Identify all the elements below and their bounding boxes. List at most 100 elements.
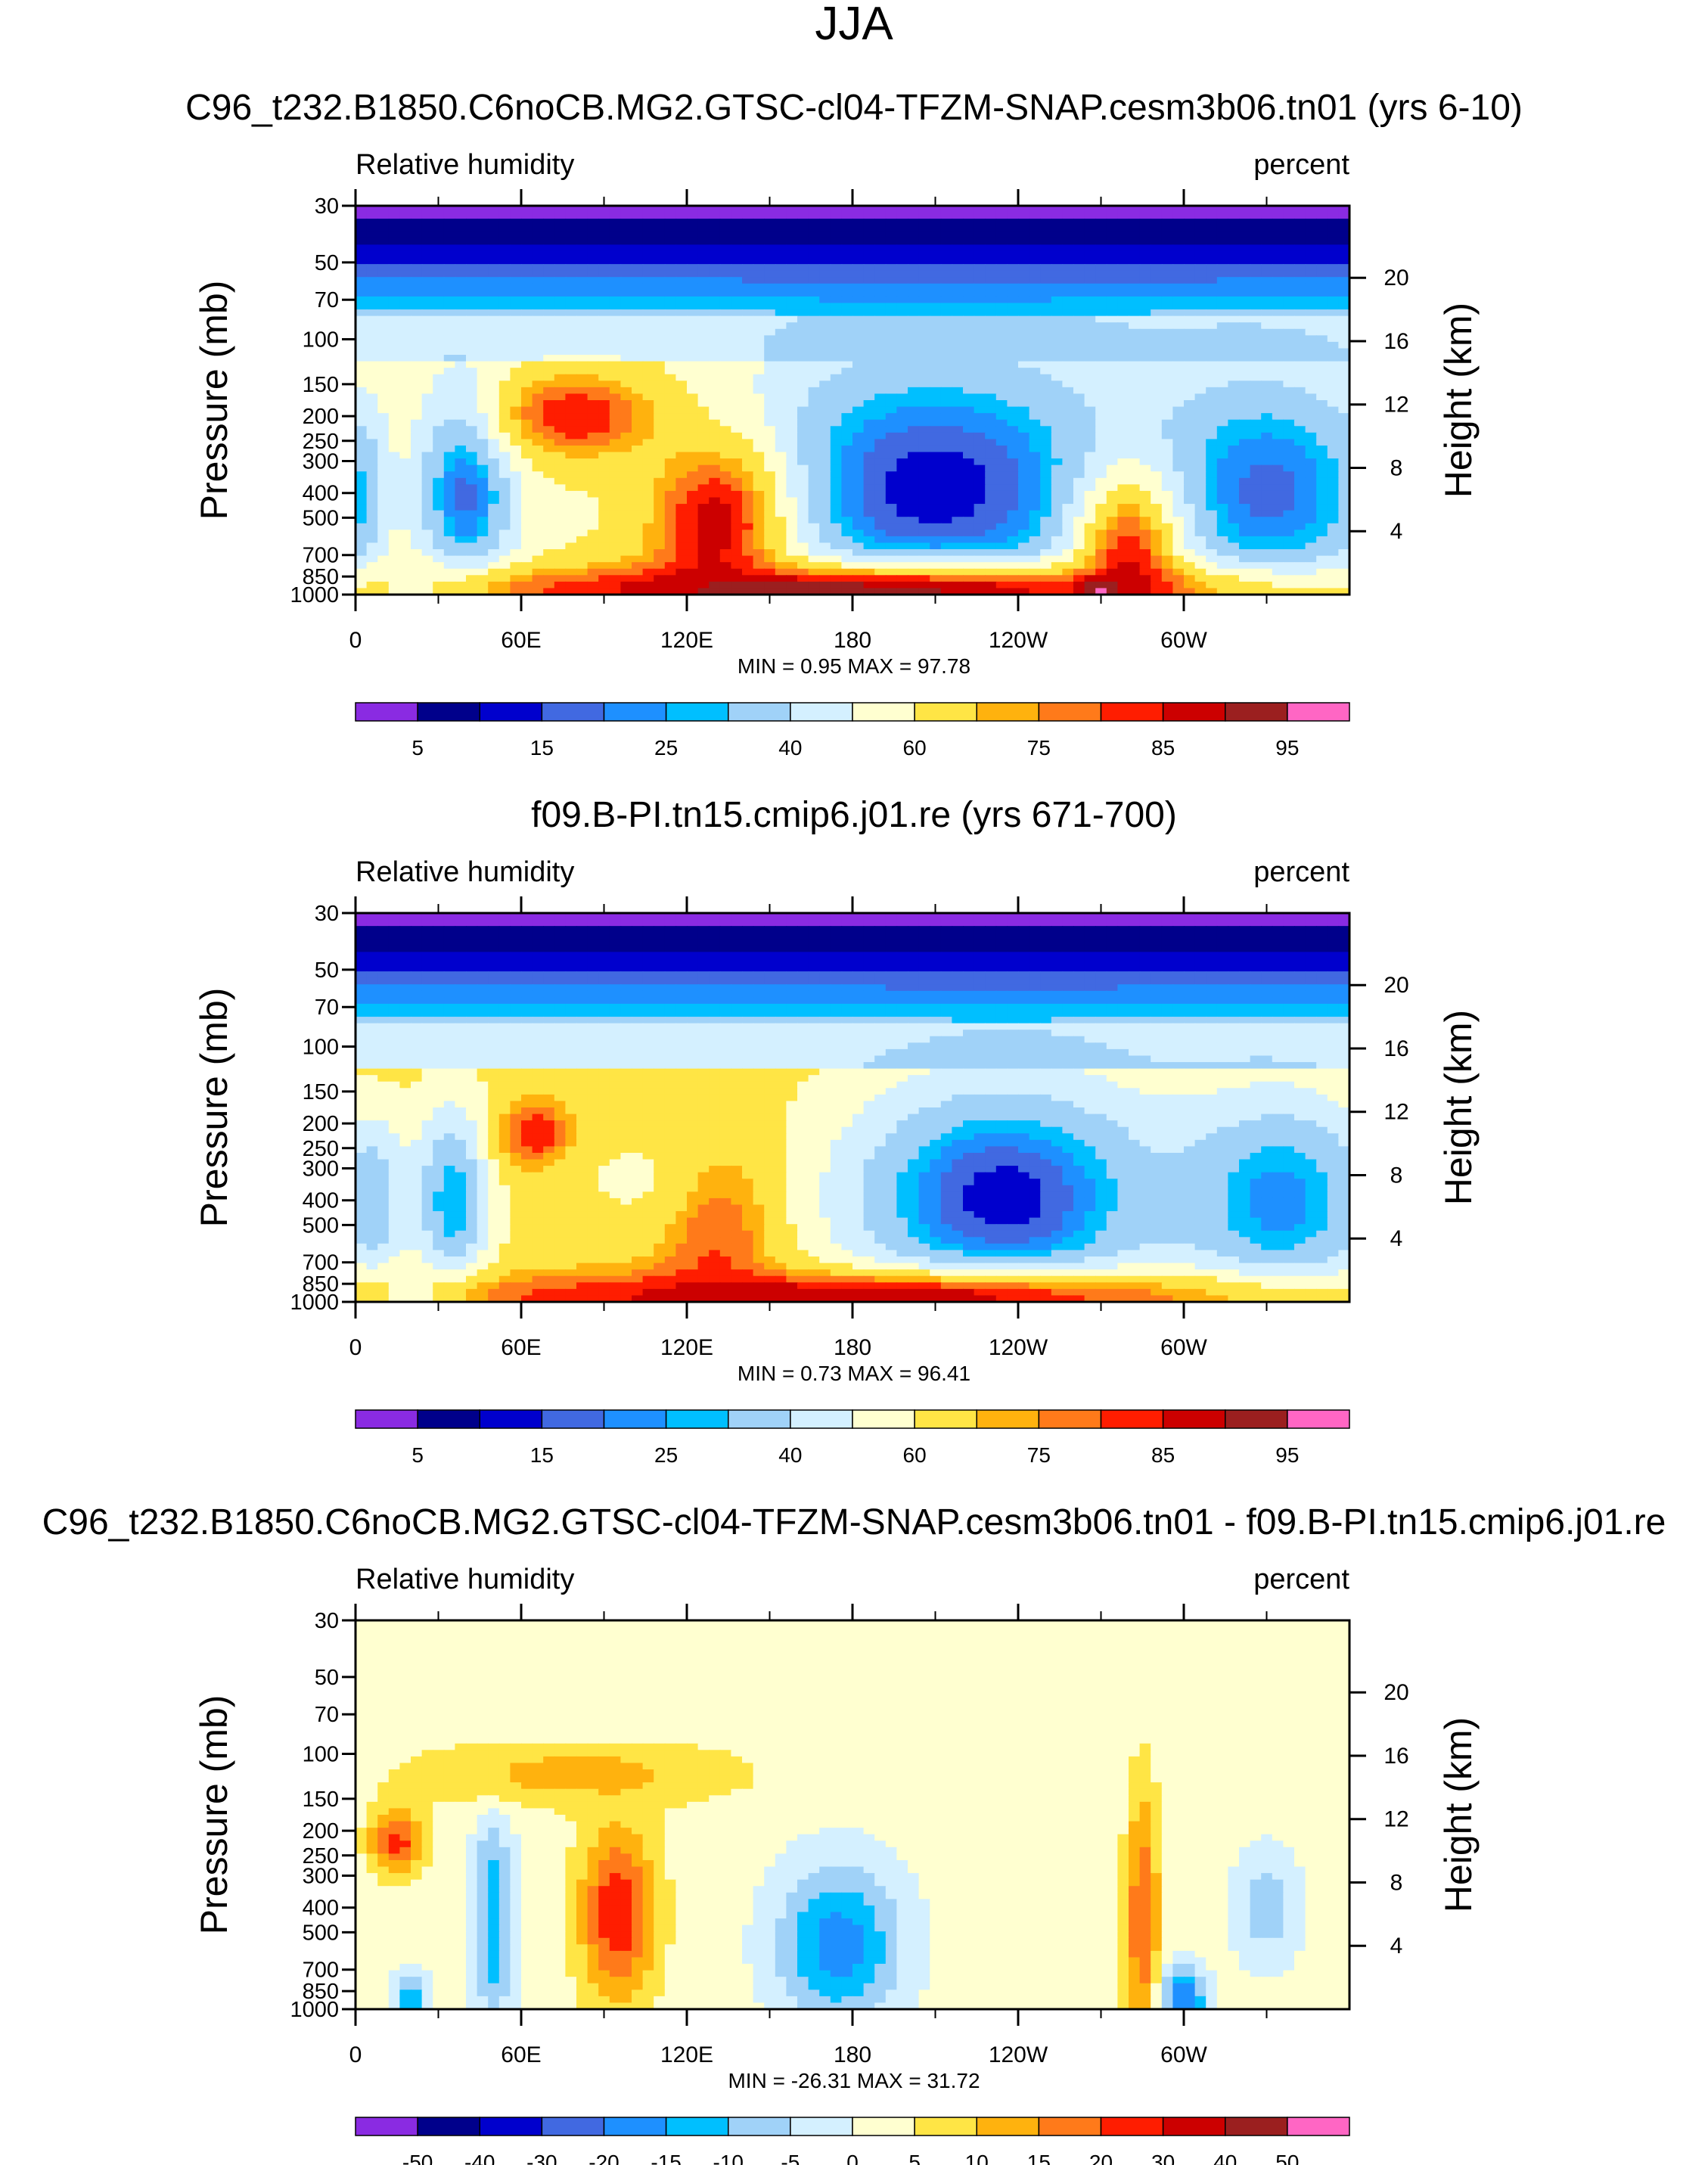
colorbar-label: 30 bbox=[1151, 2151, 1175, 2165]
colorbar-label: -15 bbox=[651, 2151, 681, 2165]
y-tick-label: 250 bbox=[303, 1844, 339, 1868]
colorbar-box bbox=[976, 702, 1040, 722]
right-string: percent bbox=[1253, 856, 1349, 888]
colorbar-label: -5 bbox=[781, 2151, 800, 2165]
colorbar-box bbox=[852, 1409, 915, 1429]
colorbar-box bbox=[1038, 1409, 1102, 1429]
y-tick-label: 50 bbox=[315, 251, 339, 275]
contour-field bbox=[356, 1620, 1349, 2009]
contour-field bbox=[356, 206, 1349, 595]
colorbar-label: 15 bbox=[1027, 2151, 1051, 2165]
y-tick-label: 1000 bbox=[290, 1998, 339, 2022]
colorbar-box bbox=[790, 2117, 853, 2136]
y-tick-label: 150 bbox=[303, 1788, 339, 1812]
x-tick-label: 120W bbox=[989, 628, 1048, 653]
left-string: Relative humidity bbox=[356, 1564, 574, 1595]
colorbar-box bbox=[665, 702, 729, 722]
colorbar-box bbox=[603, 1409, 667, 1429]
y-tick-label: 70 bbox=[315, 996, 339, 1020]
y-tick-label: 850 bbox=[303, 565, 339, 589]
x-tick-label: 180 bbox=[834, 628, 871, 653]
height-tick-label: 12 bbox=[1383, 1100, 1408, 1125]
y-tick-label: 500 bbox=[303, 1213, 339, 1238]
y-tick-label: 50 bbox=[315, 1666, 339, 1690]
colorbar-label: 40 bbox=[778, 736, 802, 759]
right-string: percent bbox=[1253, 1564, 1349, 1595]
colorbar-box bbox=[541, 1409, 605, 1429]
x-tick-label: 0 bbox=[349, 1335, 362, 1360]
height-tick-label: 20 bbox=[1383, 1680, 1408, 1705]
x-tick-label: 120W bbox=[989, 2042, 1048, 2067]
colorbar-label: 95 bbox=[1275, 1443, 1299, 1467]
colorbar-box bbox=[1100, 2117, 1164, 2136]
min-max-stats: MIN = -26.31 MAX = 31.72 bbox=[728, 2069, 980, 2092]
height-tick-label: 8 bbox=[1390, 1163, 1403, 1188]
colorbar-box bbox=[852, 2117, 915, 2136]
y-tick-label: 850 bbox=[303, 1272, 339, 1297]
x-tick-label: 60W bbox=[1160, 628, 1207, 653]
colorbar-box bbox=[355, 702, 418, 722]
colorbar-box bbox=[1162, 1409, 1226, 1429]
y-tick-label: 50 bbox=[315, 958, 339, 983]
colorbar-box bbox=[1038, 702, 1102, 722]
colorbar-label: 5 bbox=[411, 1443, 424, 1467]
colorbar-box bbox=[914, 2117, 977, 2136]
right-string: percent bbox=[1253, 149, 1349, 181]
colorbar-box bbox=[728, 2117, 791, 2136]
colorbar-box bbox=[1100, 702, 1164, 722]
height-tick-label: 4 bbox=[1390, 1226, 1403, 1251]
colorbar-box bbox=[479, 2117, 543, 2136]
y-tick-label: 400 bbox=[303, 1896, 339, 1921]
y-axis-label: Pressure (mb) bbox=[193, 1695, 235, 1935]
y-tick-label: 300 bbox=[303, 450, 339, 474]
panel-2: f09.B-PI.tn15.cmip6.j01.re (yrs 671-700)… bbox=[193, 795, 1480, 1467]
y-tick-label: 850 bbox=[303, 1980, 339, 2004]
colorbar-box bbox=[665, 1409, 729, 1429]
colorbar-label: 50 bbox=[1275, 2151, 1299, 2165]
colorbar-label: 85 bbox=[1151, 736, 1175, 759]
colorbar-label: 60 bbox=[903, 1443, 927, 1467]
panel-title: C96_t232.B1850.C6noCB.MG2.GTSC-cl04-TFZM… bbox=[42, 1502, 1666, 1542]
colorbar-box bbox=[914, 702, 977, 722]
colorbar-box bbox=[790, 702, 853, 722]
y-tick-label: 100 bbox=[303, 1742, 339, 1766]
height-tick-label: 8 bbox=[1390, 455, 1403, 480]
colorbar-box bbox=[852, 702, 915, 722]
x-tick-label: 120E bbox=[660, 2042, 713, 2067]
y-tick-label: 300 bbox=[303, 1865, 339, 1889]
y-tick-label: 30 bbox=[315, 1609, 339, 1633]
colorbar-box bbox=[1100, 1409, 1164, 1429]
y-axis-right-label: Height (km) bbox=[1437, 1010, 1480, 1205]
height-tick-label: 20 bbox=[1383, 266, 1408, 290]
x-tick-label: 60E bbox=[501, 2042, 541, 2067]
colorbar-box bbox=[790, 1409, 853, 1429]
colorbar-label: 95 bbox=[1275, 736, 1299, 759]
colorbar-label: 40 bbox=[1213, 2151, 1237, 2165]
left-string: Relative humidity bbox=[356, 149, 574, 181]
height-tick-label: 8 bbox=[1390, 1870, 1403, 1895]
colorbar-label: 85 bbox=[1151, 1443, 1175, 1467]
colorbar-label: 0 bbox=[846, 2151, 859, 2165]
x-tick-label: 180 bbox=[834, 1335, 871, 1360]
height-tick-label: 20 bbox=[1383, 973, 1408, 998]
x-tick-label: 120W bbox=[989, 1335, 1048, 1360]
colorbar-box bbox=[1162, 702, 1226, 722]
colorbar-box bbox=[976, 2117, 1040, 2136]
y-tick-label: 30 bbox=[315, 194, 339, 219]
x-tick-label: 60W bbox=[1160, 2042, 1207, 2067]
height-tick-label: 12 bbox=[1383, 393, 1408, 418]
colorbar-box bbox=[1225, 2117, 1288, 2136]
y-axis-right-label: Height (km) bbox=[1437, 303, 1480, 498]
y-tick-label: 300 bbox=[303, 1157, 339, 1182]
colorbar-box bbox=[1162, 2117, 1226, 2136]
colorbar-box bbox=[417, 1409, 480, 1429]
y-tick-label: 70 bbox=[315, 288, 339, 312]
y-tick-label: 30 bbox=[315, 902, 339, 926]
panel-1: C96_t232.B1850.C6noCB.MG2.GTSC-cl04-TFZM… bbox=[185, 88, 1523, 759]
colorbar-label: 60 bbox=[903, 736, 927, 759]
height-tick-label: 4 bbox=[1390, 519, 1403, 544]
colorbar-label: -40 bbox=[464, 2151, 495, 2165]
colorbar-label: 5 bbox=[411, 736, 424, 759]
colorbar-label: 5 bbox=[908, 2151, 921, 2165]
